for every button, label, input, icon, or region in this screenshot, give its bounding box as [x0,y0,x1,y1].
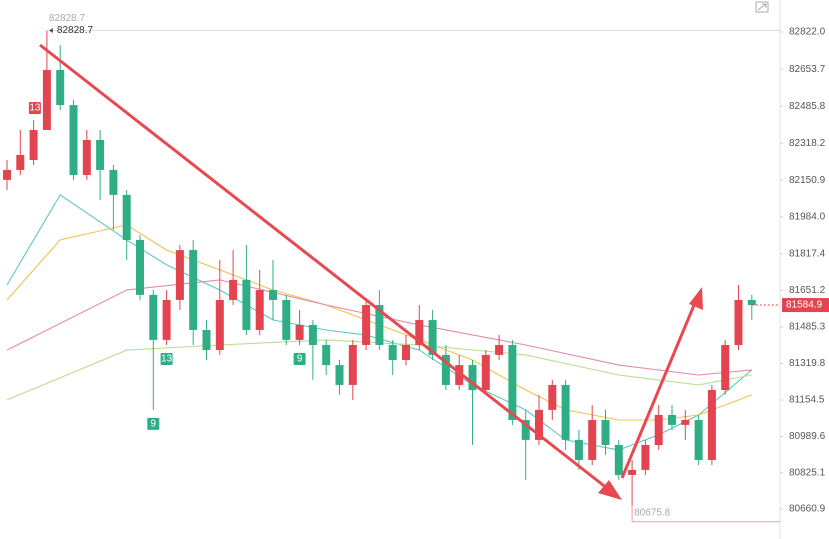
y-tick-label: 81319.8 [789,358,826,369]
candle-body [215,299,224,351]
arrow-head [598,480,622,500]
candle-body [69,105,78,176]
sequence-marker: 13 [161,354,173,365]
y-tick-label: 82822.0 [789,27,826,38]
candle-body [149,294,158,340]
y-tick-label: 81154.5 [789,395,825,406]
candle-body [295,324,304,340]
candle-body [109,169,118,195]
candle-body [255,290,264,330]
candle-body [415,320,424,345]
candle-body [641,444,650,470]
candle-body [175,250,184,300]
candle-body [335,365,344,385]
y-tick-label: 81485.3 [789,322,826,333]
candle-body [322,344,331,366]
sequence-marker-bg [28,101,41,114]
plot-area: 82822.0 82653.7 82485.8 82318.2 82150.9 81984… [3,0,829,539]
candle-body [535,409,543,440]
y-tick-label: 82318.2 [789,138,826,149]
candle-body [694,420,703,460]
candle-body [229,279,238,300]
candle-body [681,420,690,425]
sequence-marker-bg [293,352,306,365]
high-pointer [48,28,53,34]
high-label: 82828.7 [57,25,94,36]
candle-body [42,69,51,131]
candle-body [388,344,397,360]
y-tick-label: 81817.4 [789,248,826,259]
low-line [631,505,780,523]
candle-body [468,365,477,391]
candle-body [202,329,211,351]
candle-body [29,130,38,161]
candle-body [707,390,716,460]
candle-body [96,139,105,170]
candle-body [122,194,131,240]
y-tick-label: 82485.8 [789,101,826,112]
candle-body [654,414,663,445]
sequence-marker: 9 [151,419,157,430]
sequence-marker-bg [160,352,173,365]
candle-body [721,344,730,391]
candle-body [189,250,198,330]
candle-body [348,344,357,385]
candle-body [574,439,583,460]
candle-body [734,299,743,345]
y-tick-label: 80660.9 [789,504,826,515]
candle-body [56,69,65,106]
low-label: 80675.8 [634,507,671,518]
sequence-marker-bg [147,417,160,430]
y-tick-label: 82150.9 [789,175,826,186]
high-label-top: 82828.7 [49,13,86,24]
trend-arrow [620,297,699,479]
candle-body [548,384,557,410]
candle-body [668,414,676,425]
icon-glyph[interactable] [757,3,767,11]
candle-body [3,169,11,180]
candle-body [82,139,91,176]
candle-body [508,344,517,421]
candle-body [588,420,597,460]
candle-body [428,320,437,355]
y-tick-label: 82653.7 [789,64,826,75]
last-price-badge [782,298,829,313]
candle-body [16,154,25,170]
y-tick-label: 81984.0 [789,212,826,223]
candle-body [402,344,410,360]
candle-body [561,384,570,440]
candle-body [614,444,623,475]
candle-body [162,299,171,340]
candle-body [362,305,371,345]
candle-body [601,420,610,445]
candle-body [441,354,450,385]
trend-arrow [39,43,613,494]
moving-average [6,224,752,421]
candle-body [308,324,317,345]
candle-body [628,469,637,475]
sequence-marker: 13 [29,103,41,114]
candle-body [269,290,277,300]
y-tick-label: 81651.2 [789,285,826,296]
candle-body [242,279,251,330]
sequence-marker: 9 [297,354,303,365]
candle-body [282,299,291,340]
candle-body [481,354,490,391]
candle-body [375,305,384,345]
candle-body [495,344,504,355]
candle-body [747,299,756,306]
last-price-label: 81584.9 [786,300,823,311]
y-tick-label: 80825.1 [789,467,826,478]
arrow-head [689,287,703,310]
trend-arrows [39,43,703,500]
candle-body [455,365,464,385]
icon[interactable] [755,1,769,13]
candle-body [521,420,530,440]
y-tick-label: 80989.6 [789,431,826,442]
candle-body [136,239,144,295]
icon-frame[interactable] [755,1,769,13]
